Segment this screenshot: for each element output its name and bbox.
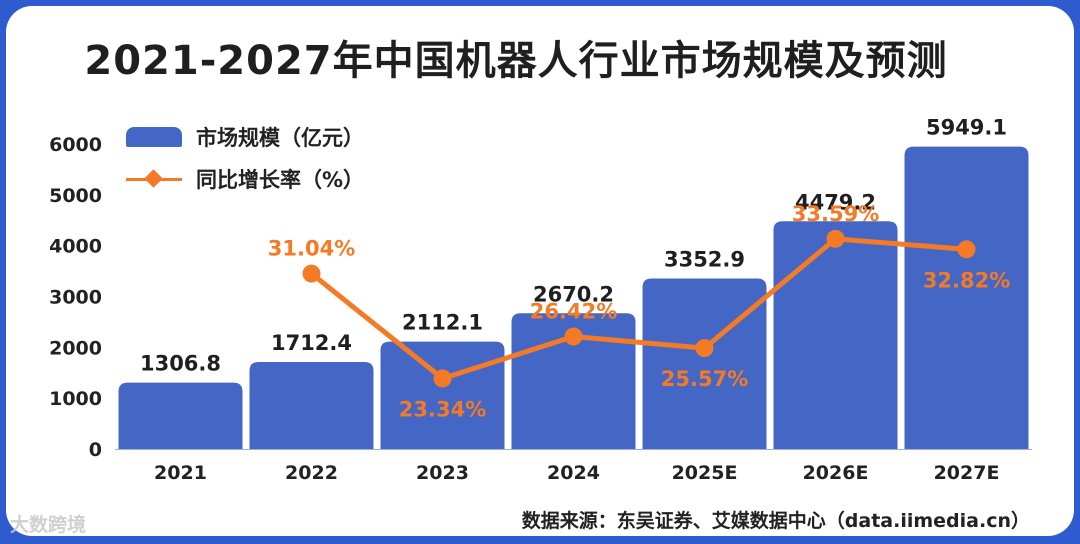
bar-value-label: 1306.8 [140,352,221,376]
x-tick-label: 2023 [416,462,469,484]
growth-point [826,229,845,248]
growth-point [695,339,714,358]
chart-title: 2021-2027年中国机器人行业市场规模及预测 [84,38,948,84]
bar-value-label: 4479.2 [795,190,876,214]
bar-value-label: 1712.4 [271,331,352,355]
growth-value-label: 25.57% [661,367,748,391]
x-tick-label: 2022 [285,462,338,484]
y-tick-label: 0 [89,439,102,461]
growth-value-label: 23.34% [399,397,486,421]
growth-point [957,240,976,259]
bar-value-label: 2670.2 [533,282,614,306]
growth-point [433,369,452,388]
growth-line [309,236,967,381]
bar [904,146,1029,450]
bar-value-label: 3352.9 [664,248,745,272]
watermark-logo: 大数跨境 [10,514,87,536]
growth-value-label: 26.42% [530,300,617,324]
legend-line-swatch [126,169,182,189]
y-tick-label: 2000 [49,337,102,359]
x-tick-label: 2024 [547,462,600,484]
x-tick-label: 2025E [672,462,738,484]
growth-value-label: 31.04% [268,237,355,261]
x-tick-label: 2021 [154,462,207,484]
bar-value-label: 5949.1 [926,116,1007,140]
growth-value-label: 32.82% [923,268,1010,292]
growth-value-label: 33.59% [792,202,879,226]
y-tick-label: 4000 [49,236,102,258]
legend-item-market-size: 市场规模（亿元） [126,122,364,152]
source-note: 数据来源：东吴证券、艾媒数据中心（data.iimedia.cn） [521,510,1030,532]
bar [249,361,374,449]
x-tick-label: 2026E [803,462,869,484]
legend-line-label: 同比增长率（%） [196,168,365,192]
y-tick-label: 5000 [49,185,102,207]
legend-bar-swatch [126,127,182,147]
bar [118,382,243,449]
growth-point [302,264,321,283]
x-tick-label: 2027E [934,462,1000,484]
bar [773,221,898,449]
y-tick-label: 6000 [49,134,102,156]
bar [642,278,767,449]
bar-value-label: 2112.1 [402,311,483,335]
bar [380,341,505,449]
legend-item-growth-rate: 同比增长率（%） [126,164,364,194]
growth-point [564,327,583,346]
legend-bar-label: 市场规模（亿元） [196,126,364,150]
chart-card: 2021-2027年中国机器人行业市场规模及预测 0 1000 2000 3000 40… [6,6,1074,536]
y-tick-label: 1000 [49,388,102,410]
chart-plot: 0 1000 2000 3000 4000 5000 6000 1306.8 1712.4 211… [49,116,1032,484]
y-tick-label: 3000 [49,287,102,309]
